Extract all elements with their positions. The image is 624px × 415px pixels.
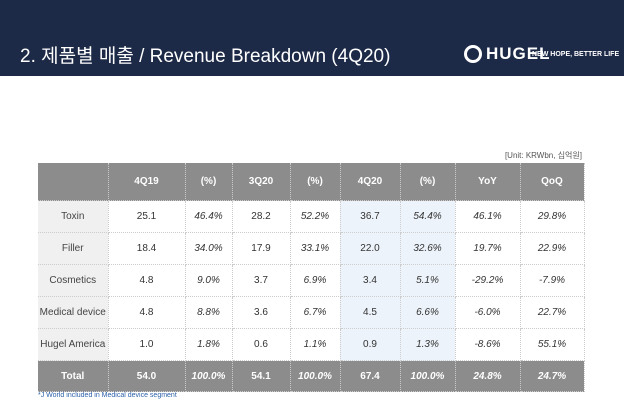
cell: 3.7 [232,264,291,297]
cell: 54.1 [232,360,291,392]
footnote: *J World included in Medical device segm… [38,392,177,399]
revenue-table: 4Q19 (%) 3Q20 (%) 4Q20 (%) YoY QoQ Toxin 25.1 46.… [38,163,585,392]
cell: 100.0% [400,360,456,392]
cell: 54.4% [400,200,456,233]
cell: 22.9% [520,232,585,265]
cell: 36.7 [340,200,401,233]
row-label: Hugel America [38,328,109,361]
unit-note: [Unit: KRWbn, 십억원] [504,151,582,160]
table-row: Filler 18.4 34.0% 17.9 33.1% 22.0 32.6% 19.7% 22… [38,232,585,265]
row-label: Cosmetics [38,264,109,297]
cell: 1.3% [400,328,456,361]
cell: 4.8 [108,296,186,329]
cell: 34.0% [185,232,233,265]
column-header: 4Q20 [340,163,401,201]
column-header: 4Q19 [108,163,186,201]
column-header: (%) [185,163,233,201]
table-row: Cosmetics 4.8 9.0% 3.7 6.9% 3.4 5.1% -29.2% -7.9… [38,264,585,297]
row-label: Filler [38,232,109,265]
title: 2. 제품별 매출 / Revenue Breakdown (4Q20) [20,46,391,67]
cell: 33.1% [290,232,341,265]
column-header: 3Q20 [232,163,291,201]
cell: 6.6% [400,296,456,329]
column-header: YoY [455,163,521,201]
column-header: QoQ [520,163,585,201]
cell: 29.8% [520,200,585,233]
cell: 3.4 [340,264,401,297]
cell: 25.1 [108,200,186,233]
cell: 0.9 [340,328,401,361]
corner-cell [38,163,109,201]
header-row: 4Q19 (%) 3Q20 (%) 4Q20 (%) YoY QoQ [38,163,585,201]
cell: 24.7% [520,360,585,392]
logo-icon [464,45,482,63]
cell: 0.6 [232,328,291,361]
cell: 54.0 [108,360,186,392]
cell: -6.0% [455,296,521,329]
cell: 6.7% [290,296,341,329]
row-label: Toxin [38,200,109,233]
cell: 28.2 [232,200,291,233]
column-header: (%) [400,163,456,201]
cell: 22.7% [520,296,585,329]
table-row: Hugel America 1.0 1.8% 0.6 1.1% 0.9 1.3% -8.6% 5… [38,328,585,361]
cell: 22.0 [340,232,401,265]
cell: 46.4% [185,200,233,233]
cell: 19.7% [455,232,521,265]
cell: -8.6% [455,328,521,361]
cell: 46.1% [455,200,521,233]
cell: 55.1% [520,328,585,361]
cell: 52.2% [290,200,341,233]
cell: 3.6 [232,296,291,329]
row-label: Total [38,360,109,392]
header-bar [0,0,624,76]
cell: 8.8% [185,296,233,329]
cell: 67.4 [340,360,401,392]
tagline: NEW HOPE, BETTER LIFE [532,51,620,58]
table-row: Toxin 25.1 46.4% 28.2 52.2% 36.7 54.4% 46.1% 29.… [38,200,585,233]
cell: 18.4 [108,232,186,265]
cell: 32.6% [400,232,456,265]
cell: 1.8% [185,328,233,361]
cell: -29.2% [455,264,521,297]
cell: -7.9% [520,264,585,297]
row-label: Medical device [38,296,109,329]
cell: 9.0% [185,264,233,297]
cell: 5.1% [400,264,456,297]
cell: 100.0% [290,360,341,392]
cell: 24.8% [455,360,521,392]
cell: 100.0% [185,360,233,392]
logo: HUGEL [486,44,551,63]
cell: 1.1% [290,328,341,361]
cell: 1.0 [108,328,186,361]
table-row: Medical device 4.8 8.8% 3.6 6.7% 4.5 6.6% -6.0%… [38,296,585,329]
cell: 6.9% [290,264,341,297]
cell: 17.9 [232,232,291,265]
total-row: Total 54.0 100.0% 54.1 100.0% 67.4 100.0% 24.8%… [38,360,585,392]
cell: 4.5 [340,296,401,329]
cell: 4.8 [108,264,186,297]
column-header: (%) [290,163,341,201]
